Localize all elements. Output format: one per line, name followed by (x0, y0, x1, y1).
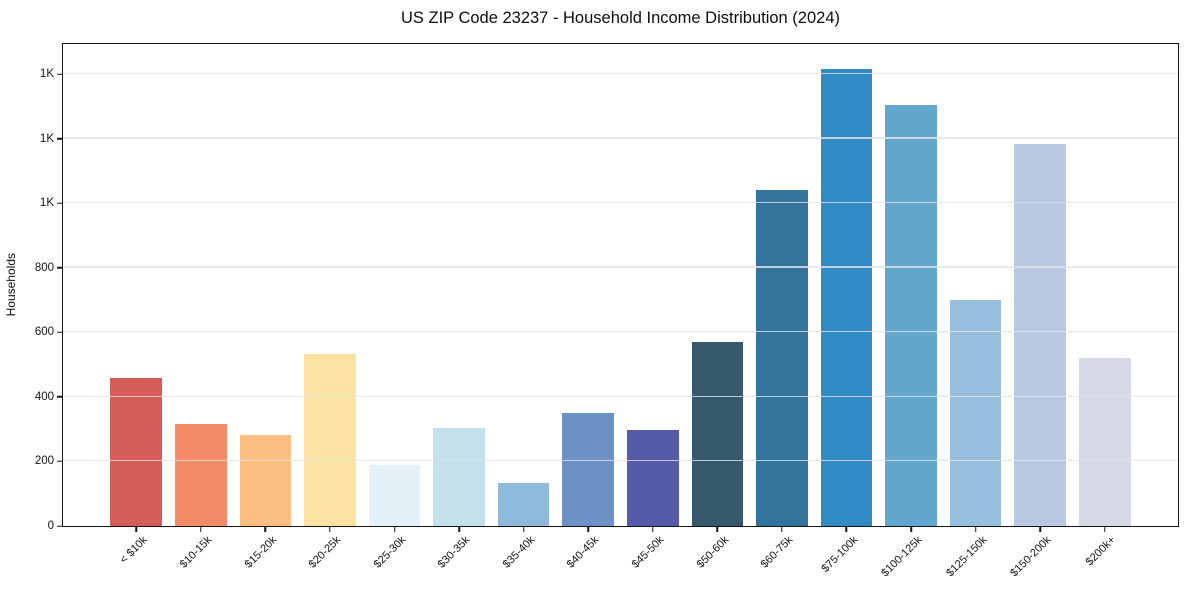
x-axis-tick (652, 527, 654, 532)
bar-slot: $60-75k (750, 44, 815, 571)
y-axis-tick (57, 202, 62, 204)
y-axis-label: Households (0, 43, 22, 527)
x-axis-tick (522, 527, 525, 532)
y-tick-label: 1K (39, 132, 54, 145)
bar (175, 424, 227, 526)
bar-slot: $100-125k (879, 44, 944, 579)
x-tick-label: $20-25k (306, 534, 344, 571)
x-axis-tick (845, 527, 848, 532)
bar (949, 300, 1002, 526)
x-tick-label: $200k+ (1083, 534, 1119, 569)
bar (497, 483, 550, 526)
x-tick-label: $35-40k (500, 534, 538, 571)
bar-slot: $150-200k (1008, 44, 1073, 579)
x-tick-label: $50-60k (694, 534, 731, 571)
bar-slot: $30-35k (427, 44, 492, 571)
bar (110, 378, 163, 526)
x-tick-label: $15-20k (242, 534, 279, 571)
bar-slot: $35-40k (491, 44, 556, 571)
x-tick-label: $60-75k (758, 534, 796, 571)
x-tick-label: $40-45k (565, 534, 602, 571)
y-axis-tick (57, 525, 62, 527)
x-tick-label: < $10k (117, 534, 150, 567)
x-axis-tick (264, 527, 267, 532)
bar-slot: $10-15k (169, 44, 234, 571)
y-tick-label: 400 (34, 390, 54, 403)
bar-slot: $20-25k (298, 44, 363, 571)
x-tick-label: $45-50k (629, 534, 667, 571)
x-tick-label: $125-150k (943, 534, 990, 580)
x-axis-tick (974, 527, 977, 532)
x-tick-label: $75-100k (819, 534, 860, 575)
bar (368, 464, 421, 526)
bar (626, 430, 679, 526)
y-tick-label: 1K (39, 197, 54, 210)
x-axis-tick (329, 527, 331, 532)
x-axis-tick (200, 527, 202, 532)
y-tick-label: 800 (34, 261, 54, 274)
y-axis-tick (57, 396, 62, 398)
x-tick-label: $30-35k (435, 534, 473, 571)
x-axis-tick (393, 527, 396, 532)
y-tick-label: 1K (39, 68, 54, 81)
bar (304, 354, 356, 526)
plot-area: < $10k $10-15k $15-20k $20-25k $25-30k $30-35… (35, 43, 1179, 579)
x-axis-tick (135, 527, 138, 532)
bar (239, 435, 292, 526)
y-axis-tick (57, 331, 62, 334)
bar-slot: $125-150k (943, 44, 1008, 579)
x-axis-tick (910, 527, 912, 532)
y-tick-label: 200 (34, 455, 54, 468)
y-tick-label: 0 (47, 520, 54, 532)
bars-container: < $10k $10-15k $15-20k $20-25k $25-30k $30-35… (63, 44, 1178, 579)
x-axis-tick (587, 527, 589, 532)
x-axis-tick (458, 527, 460, 532)
bar-slot: $25-30k (362, 44, 427, 571)
x-tick-label: $10-15k (177, 534, 215, 571)
y-axis-tick (57, 137, 62, 140)
bar (756, 189, 808, 526)
x-axis-tick (716, 527, 719, 532)
bar-slot: $75-100k (814, 44, 879, 575)
y-axis-tick (57, 266, 62, 269)
bar (885, 105, 937, 526)
bar-slot: $200k+ (1072, 44, 1137, 568)
bar-slot: $15-20k (233, 44, 298, 571)
bar (433, 427, 485, 526)
chart-title: US ZIP Code 23237 - Household Income Dis… (400, 9, 840, 27)
x-tick-label: $150-200k (1008, 534, 1054, 580)
bar-slot: $40-45k (556, 44, 621, 571)
bar (1014, 144, 1066, 526)
y-axis-label-text: Households (4, 253, 18, 317)
bar (820, 68, 873, 526)
x-axis-tick (1103, 527, 1106, 532)
y-tick-label: 600 (34, 326, 54, 339)
y-axis-tick (57, 73, 62, 75)
x-axis-tick (1039, 527, 1041, 532)
y-axis-tick (57, 460, 62, 463)
bar (562, 412, 615, 526)
x-tick-label: $100-125k (879, 534, 925, 580)
bar-slot: < $10k (104, 44, 169, 566)
x-axis-tick (781, 527, 783, 532)
bar (691, 341, 744, 526)
bar (1078, 357, 1131, 526)
x-tick-label: $25-30k (371, 534, 409, 571)
bar-slot: $45-50k (621, 44, 686, 571)
bar-slot: $50-60k (685, 44, 750, 571)
